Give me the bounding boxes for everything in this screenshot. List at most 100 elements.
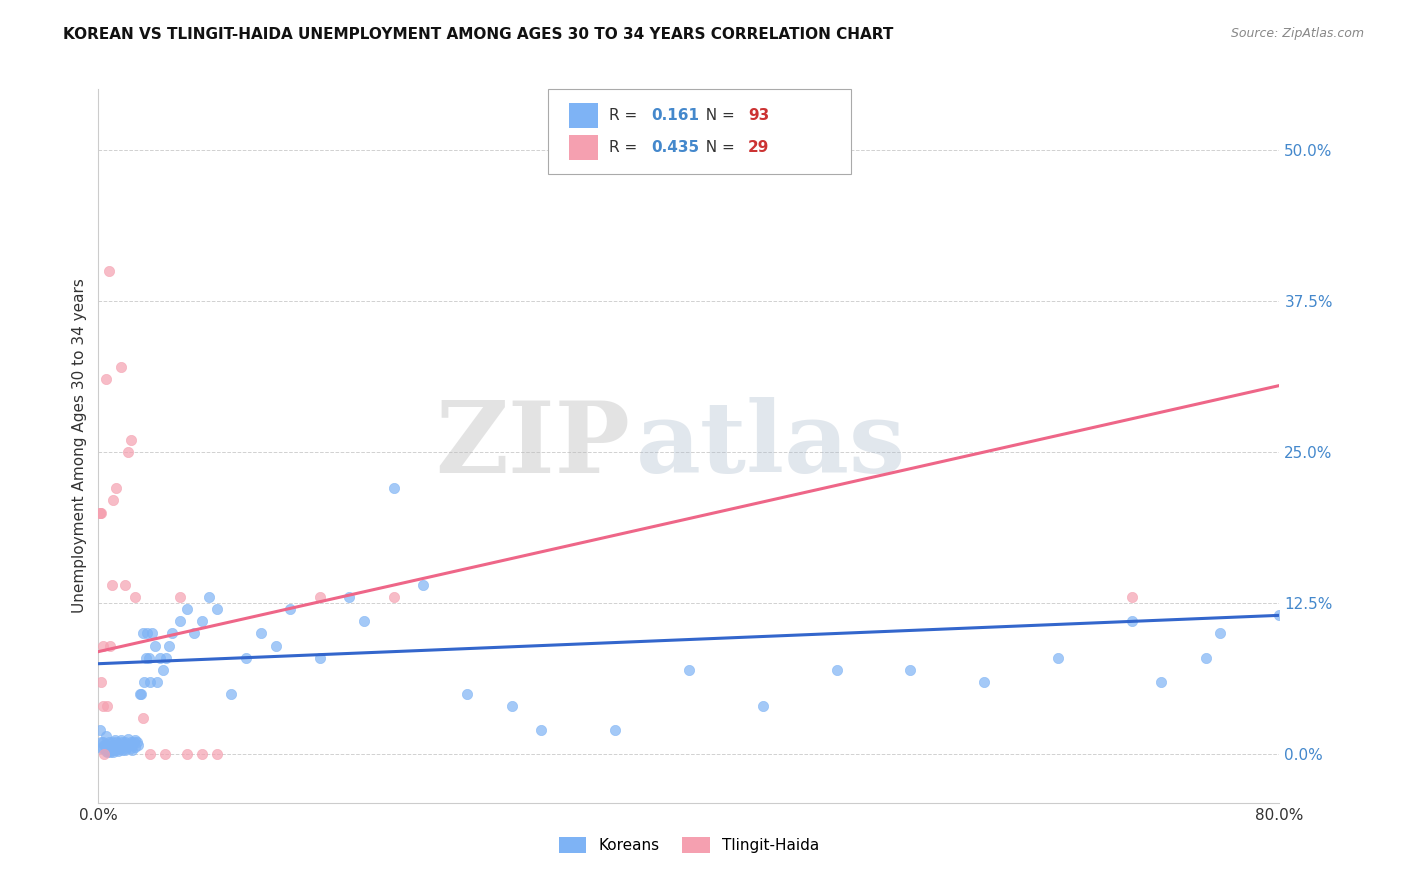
Text: Source: ZipAtlas.com: Source: ZipAtlas.com (1230, 27, 1364, 40)
Point (97, 263, 120, 277)
Point (120, 735, 142, 749)
Point (198, 590, 221, 604)
Point (176, 747, 198, 762)
Point (191, 747, 214, 762)
Text: 0.161: 0.161 (651, 108, 699, 122)
Point (103, 493, 125, 508)
Point (205, 747, 228, 762)
Point (103, 745, 125, 759)
Point (127, 738, 149, 752)
Point (501, 699, 523, 714)
Point (191, 615, 214, 629)
Point (176, 602, 198, 616)
Point (900, 663, 922, 677)
Point (157, 639, 180, 653)
Point (107, 744, 129, 758)
Point (105, 481, 128, 495)
Text: R =: R = (609, 108, 643, 122)
Point (104, 740, 127, 755)
Point (115, 741, 138, 756)
Point (280, 602, 302, 616)
Point (162, 626, 183, 640)
Point (94, 729, 117, 743)
Point (136, 626, 159, 640)
Point (183, 626, 205, 640)
Point (155, 650, 177, 665)
Point (973, 674, 995, 689)
Point (1046, 650, 1070, 665)
Point (93, 738, 115, 752)
Point (129, 687, 152, 701)
Point (1121, 615, 1143, 629)
Point (100, 742, 122, 756)
Text: atlas: atlas (636, 398, 905, 494)
Point (125, 735, 148, 749)
Point (122, 735, 145, 749)
Point (382, 481, 405, 495)
Y-axis label: Unemployment Among Ages 30 to 34 years: Unemployment Among Ages 30 to 34 years (72, 278, 87, 614)
Point (94, 372, 117, 386)
Point (124, 732, 146, 747)
Point (120, 433, 142, 447)
Point (121, 738, 143, 752)
Point (112, 738, 135, 752)
Point (110, 360, 132, 375)
Point (94, 744, 117, 758)
Point (149, 650, 172, 665)
Point (1150, 674, 1173, 689)
Point (98, 639, 121, 653)
Point (605, 723, 627, 738)
Point (114, 742, 136, 756)
Point (90, 674, 112, 689)
Point (96, 699, 118, 714)
Point (146, 674, 169, 689)
Point (97, 744, 120, 758)
Point (110, 741, 132, 756)
Text: N =: N = (696, 140, 740, 154)
Point (412, 578, 434, 592)
Point (111, 742, 134, 756)
Point (117, 731, 139, 746)
Point (97, 735, 120, 749)
Point (100, 735, 122, 749)
Point (250, 626, 273, 640)
Point (117, 445, 139, 459)
Point (91, 699, 114, 714)
Point (221, 687, 243, 701)
Text: 93: 93 (748, 108, 769, 122)
Point (139, 674, 162, 689)
Point (143, 639, 166, 653)
Point (235, 650, 257, 665)
Text: 29: 29 (748, 140, 769, 154)
Point (530, 723, 553, 738)
Point (96, 745, 118, 759)
Point (169, 615, 191, 629)
Text: KOREAN VS TLINGIT-HAIDA UNEMPLOYMENT AMONG AGES 30 TO 34 YEARS CORRELATION CHART: KOREAN VS TLINGIT-HAIDA UNEMPLOYMENT AMO… (63, 27, 894, 42)
Point (353, 615, 375, 629)
Point (89, 506, 111, 520)
Point (309, 650, 332, 665)
Point (105, 742, 128, 756)
Point (91, 735, 114, 749)
Point (264, 639, 287, 653)
Point (107, 738, 129, 752)
Text: R =: R = (609, 140, 643, 154)
Point (89, 506, 111, 520)
Point (135, 650, 157, 665)
Point (100, 578, 122, 592)
Point (138, 650, 160, 665)
Point (108, 741, 131, 756)
Point (91, 639, 114, 653)
Text: N =: N = (696, 108, 740, 122)
Point (104, 732, 127, 747)
Text: 0.435: 0.435 (651, 140, 699, 154)
Point (111, 735, 134, 749)
Point (752, 699, 775, 714)
Point (124, 740, 146, 755)
Point (1195, 650, 1218, 665)
Point (94, 738, 117, 752)
Point (152, 663, 174, 677)
Point (91, 741, 114, 756)
Point (457, 687, 479, 701)
Point (139, 747, 162, 762)
